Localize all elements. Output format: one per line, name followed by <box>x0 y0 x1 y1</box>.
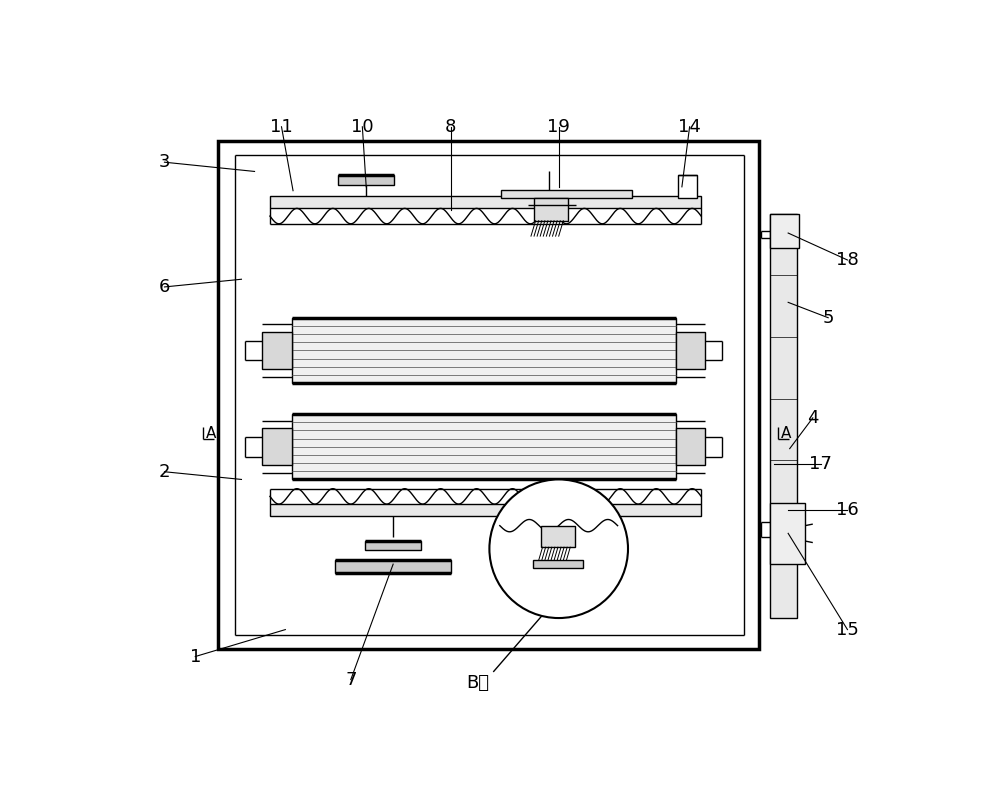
Bar <box>541 526 575 547</box>
Bar <box>262 428 292 465</box>
Text: 11: 11 <box>270 118 293 136</box>
Bar <box>218 141 759 648</box>
Bar <box>553 549 606 558</box>
Text: 15: 15 <box>836 621 859 638</box>
Text: 14: 14 <box>678 118 701 136</box>
Bar <box>770 214 799 249</box>
Bar <box>533 560 583 568</box>
Bar <box>365 541 421 550</box>
Text: 16: 16 <box>836 501 859 519</box>
Text: B部: B部 <box>466 674 489 693</box>
Text: 1: 1 <box>190 648 201 666</box>
Text: 17: 17 <box>809 455 832 473</box>
Text: 19: 19 <box>547 118 570 136</box>
Text: 5: 5 <box>822 309 834 327</box>
Bar <box>338 176 394 184</box>
Bar <box>560 520 594 543</box>
Bar <box>534 198 568 220</box>
Bar <box>292 414 676 479</box>
Text: 18: 18 <box>836 251 859 269</box>
Bar <box>678 176 697 198</box>
Circle shape <box>489 479 628 618</box>
Bar <box>335 560 451 573</box>
Bar <box>270 504 701 516</box>
Text: 4: 4 <box>807 408 819 427</box>
Text: A: A <box>781 426 792 441</box>
Text: 7: 7 <box>345 671 357 689</box>
Text: 6: 6 <box>159 278 170 296</box>
Text: 3: 3 <box>159 153 170 172</box>
Text: 10: 10 <box>351 118 374 136</box>
Bar <box>770 214 797 618</box>
Text: 2: 2 <box>159 463 170 481</box>
Bar <box>770 503 805 564</box>
Text: 8: 8 <box>445 118 457 136</box>
Bar <box>292 318 676 383</box>
Text: A: A <box>206 426 216 441</box>
Bar <box>501 190 632 198</box>
Bar <box>676 428 705 465</box>
Bar <box>262 332 292 369</box>
Bar <box>270 196 701 209</box>
Bar <box>676 332 705 369</box>
